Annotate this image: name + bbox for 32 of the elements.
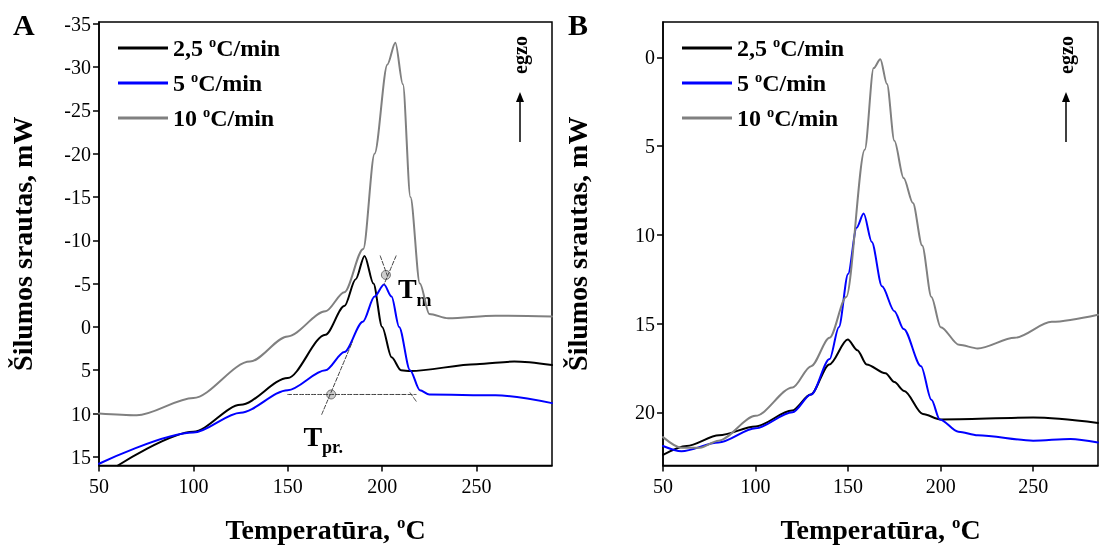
y-tick-label: -20: [64, 142, 91, 165]
annotation: egzo: [509, 36, 532, 74]
x-tick-label: 250: [1018, 474, 1049, 497]
x-tick-label: 100: [740, 474, 771, 497]
y-tick-label: 0: [645, 46, 655, 69]
y-tick-label: 10: [71, 402, 91, 425]
annotation: egzo: [1055, 36, 1078, 74]
y-tick-label: 20: [635, 401, 655, 424]
x-tick-label: 150: [833, 474, 864, 497]
x-tick-label: 200: [367, 474, 398, 497]
chart-title: A: [13, 7, 35, 41]
y-tick-label: -5: [74, 272, 91, 295]
x-tick-label: 50: [89, 474, 109, 497]
x-tick-label: 100: [178, 474, 209, 497]
y-tick-label: 0: [81, 315, 91, 338]
y-tick-label: 5: [645, 135, 655, 158]
y-axis-title: Šilumos srautas, mW: [6, 116, 38, 371]
y-tick-label: -25: [64, 99, 91, 122]
y-tick-label: -30: [64, 56, 91, 79]
y-axis-title: Šilumos srautas, mW: [561, 116, 593, 371]
chart-title: B: [568, 7, 589, 41]
y-tick-label: 10: [635, 223, 655, 246]
y-tick-label: 5: [81, 359, 91, 382]
y-tick-label: 15: [635, 312, 655, 335]
x-tick-label: 50: [653, 474, 673, 497]
y-tick-label: -15: [64, 185, 91, 208]
x-tick-label: 200: [925, 474, 956, 497]
x-tick-label: 150: [272, 474, 303, 497]
x-tick-label: 250: [461, 474, 492, 497]
y-tick-label: -35: [64, 12, 91, 35]
y-tick-label: -10: [64, 229, 91, 252]
y-tick-label: 15: [71, 445, 91, 468]
